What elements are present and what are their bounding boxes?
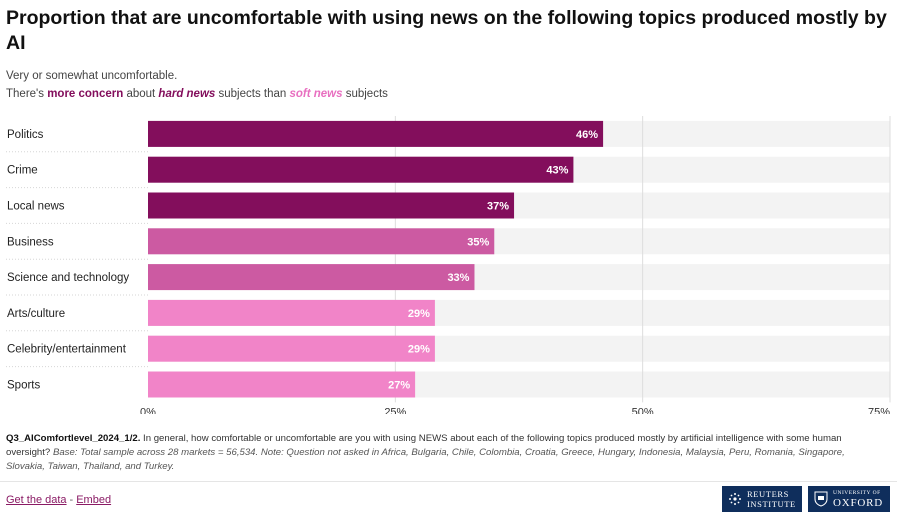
- chart-subtitle: Very or somewhat uncomfortable.: [6, 70, 178, 82]
- data-label: 43%: [546, 165, 568, 177]
- x-tick-label: 25%: [384, 406, 406, 414]
- hard-news-highlight: hard news: [158, 88, 216, 100]
- bar: [148, 192, 515, 219]
- data-label: 37%: [487, 201, 509, 213]
- more-concern-highlight: more concern: [47, 88, 124, 100]
- subtitle-text-4: subjects: [342, 88, 388, 100]
- question-code: Q3_AIComfortlevel_2024_1/2.: [6, 433, 141, 444]
- category-label: Business: [7, 236, 54, 248]
- subtitle-text-2: about: [123, 88, 159, 100]
- oxford-logo-text: UNIVERSITY OF OXFORD: [833, 490, 883, 509]
- embed-link[interactable]: Embed: [76, 494, 112, 506]
- x-tick-label: 0%: [140, 406, 156, 414]
- category-label: Arts/culture: [7, 308, 65, 320]
- oxford-logo-line1: UNIVERSITY OF: [833, 489, 881, 496]
- footer-links: Get the data - Embed: [6, 494, 111, 506]
- subtitle-text-3: subjects than: [215, 88, 290, 100]
- bar-chart: Politics 46% Crime 43% Local news 37% Business…: [6, 116, 891, 414]
- soft-news-highlight: soft news: [289, 88, 343, 100]
- question-text: In general, how comfortable or uncomfort…: [6, 433, 842, 458]
- reuters-institute-logo[interactable]: REUTERS INSTITUTE: [722, 486, 802, 512]
- oxford-university-logo[interactable]: UNIVERSITY OF OXFORD: [808, 486, 890, 512]
- bar: [148, 264, 475, 291]
- reuters-logo-line1: REUTERS: [747, 489, 789, 499]
- bar: [148, 335, 435, 362]
- oxford-crest-icon: [814, 491, 828, 507]
- x-tick-label: 50%: [632, 406, 654, 414]
- get-data-link[interactable]: Get the data: [6, 494, 67, 506]
- category-label: Crime: [7, 165, 38, 177]
- chart-title: Proportion that are uncomfortable with u…: [6, 7, 887, 54]
- bar: [148, 120, 604, 147]
- base-note: Base: Total sample across 28 markets = 5…: [6, 447, 845, 472]
- reuters-globe-icon: [728, 491, 742, 507]
- category-label: Celebrity/entertainment: [7, 344, 127, 356]
- data-label: 29%: [408, 344, 430, 356]
- data-label: 29%: [408, 308, 430, 320]
- chart-subtitle-concern: There's more concern about hard news sub…: [6, 87, 388, 102]
- category-label: Science and technology: [7, 272, 129, 284]
- data-label: 35%: [467, 236, 489, 248]
- bar: [148, 299, 435, 326]
- x-tick-label: 75%: [868, 406, 890, 414]
- category-label: Politics: [7, 129, 44, 141]
- category-label: Sports: [7, 380, 40, 392]
- oxford-logo-line2: OXFORD: [833, 496, 884, 509]
- subtitle-text-1: There's: [6, 88, 48, 100]
- data-label: 46%: [576, 129, 598, 141]
- data-label: 33%: [447, 272, 469, 284]
- footer-divider: [0, 481, 897, 482]
- reuters-logo-line2: INSTITUTE: [747, 499, 796, 509]
- category-label: Local news: [7, 201, 65, 213]
- bar: [148, 228, 495, 255]
- reuters-logo-text: REUTERS INSTITUTE: [747, 489, 796, 509]
- bar: [148, 371, 416, 398]
- footer-separator: -: [69, 494, 74, 506]
- chart-notes: Q3_AIComfortlevel_2024_1/2. In general, …: [6, 432, 886, 474]
- data-label: 27%: [388, 380, 410, 392]
- bar: [148, 156, 574, 183]
